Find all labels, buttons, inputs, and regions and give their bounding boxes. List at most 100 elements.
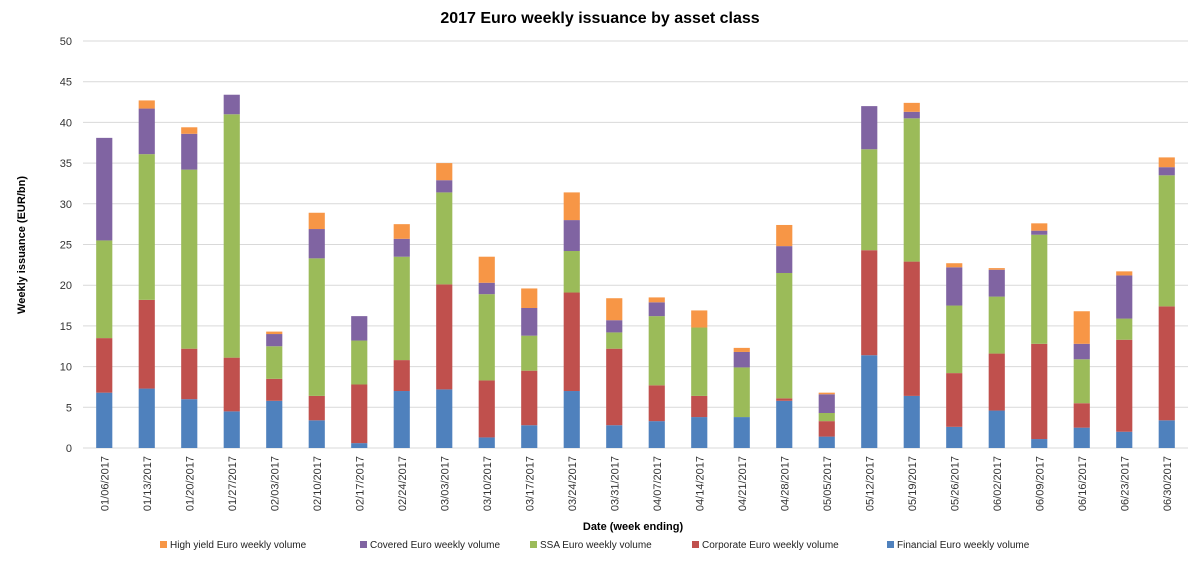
bar-segment xyxy=(1158,167,1175,176)
bar-segment xyxy=(1031,230,1048,235)
bar-segment xyxy=(436,180,453,193)
bar-segment xyxy=(1158,175,1175,307)
x-axis-title: Date (week ending) xyxy=(583,521,684,533)
bar-segment xyxy=(946,373,963,427)
x-axis-ticks: 01/06/2017 01/13/2017 01/20/2017 01/27/2017… xyxy=(99,456,1174,511)
bar-segment xyxy=(308,212,325,230)
bar-segment xyxy=(818,436,835,448)
x-tick-label: 05/19/2017 xyxy=(907,456,919,511)
bar-segment xyxy=(691,417,708,448)
bar-segment xyxy=(606,320,623,333)
y-tick-label: 20 xyxy=(60,280,72,292)
x-tick-label: 04/14/2017 xyxy=(694,456,706,511)
bar-segment xyxy=(1031,439,1048,448)
x-tick-label: 06/02/2017 xyxy=(992,456,1004,511)
bar-segment xyxy=(691,310,708,328)
bar-segment xyxy=(181,399,198,448)
bar-segment xyxy=(691,395,708,418)
bar-segment xyxy=(563,220,580,252)
bar-segment xyxy=(223,411,240,448)
bar-segment xyxy=(478,256,495,283)
bar-segment xyxy=(393,224,410,239)
bar-segment xyxy=(1073,403,1090,428)
bar-segment xyxy=(818,421,835,437)
x-tick-label: 03/17/2017 xyxy=(524,456,536,511)
bar-segment xyxy=(436,163,453,181)
x-tick-label: 02/10/2017 xyxy=(312,456,324,511)
bar-segment xyxy=(351,340,368,385)
bar-segment xyxy=(1116,318,1133,340)
bar-segment xyxy=(818,412,835,422)
bar-segment xyxy=(648,316,665,386)
y-tick-label: 10 xyxy=(60,362,72,374)
bar-segment xyxy=(138,299,155,389)
bar-segment xyxy=(606,425,623,448)
y-tick-label: 25 xyxy=(60,240,72,252)
bar-segment xyxy=(223,114,240,358)
bar-segment xyxy=(138,388,155,448)
bar-segment xyxy=(903,111,920,119)
x-tick-label: 06/30/2017 xyxy=(1162,456,1174,511)
x-tick-label: 03/10/2017 xyxy=(482,456,494,511)
bar-segment xyxy=(1158,420,1175,448)
bar-segment xyxy=(478,294,495,381)
bar-segment xyxy=(96,338,113,393)
legend-swatch xyxy=(360,541,367,548)
bar-segment xyxy=(818,394,835,413)
legend-swatch xyxy=(887,541,894,548)
legend-label: Financial Euro weekly volume xyxy=(897,540,1030,551)
bar-segment xyxy=(903,118,920,262)
x-tick-label: 01/27/2017 xyxy=(227,456,239,511)
y-tick-label: 30 xyxy=(60,199,72,211)
bar-segment xyxy=(648,297,665,303)
bar-segment xyxy=(308,420,325,448)
legend-swatch xyxy=(692,541,699,548)
y-tick-label: 45 xyxy=(60,77,72,89)
bar-segment xyxy=(818,392,835,395)
bar-segment xyxy=(266,346,283,379)
bar-segment xyxy=(648,385,665,422)
x-tick-label: 01/20/2017 xyxy=(184,456,196,511)
bar-segment xyxy=(138,100,155,109)
bar-segment xyxy=(266,378,283,401)
bar-segment xyxy=(96,392,113,448)
bar-segment xyxy=(1116,275,1133,319)
y-tick-label: 50 xyxy=(60,36,72,48)
bar-segment xyxy=(776,400,793,448)
bar-segment xyxy=(393,360,410,392)
chart-title: 2017 Euro weekly issuance by asset class xyxy=(440,10,759,27)
x-tick-label: 01/13/2017 xyxy=(142,456,154,511)
bar-segment xyxy=(393,391,410,448)
bar-segment xyxy=(606,298,623,321)
bar-segment xyxy=(733,367,750,418)
bar-segment xyxy=(1073,427,1090,448)
y-tick-label: 5 xyxy=(66,402,72,414)
x-tick-label: 05/05/2017 xyxy=(822,456,834,511)
bar-segment xyxy=(861,149,878,251)
bar-segment xyxy=(1158,157,1175,168)
bar-segment xyxy=(266,331,283,335)
bar-segment xyxy=(308,395,325,421)
bar-segment xyxy=(988,296,1005,354)
bar-segment xyxy=(308,258,325,396)
bar-segment xyxy=(733,347,750,352)
bar-segment xyxy=(436,389,453,448)
bar-segment xyxy=(648,302,665,317)
x-tick-label: 06/09/2017 xyxy=(1034,456,1046,511)
bar-segment xyxy=(861,106,878,150)
x-tick-label: 02/17/2017 xyxy=(354,456,366,511)
x-tick-label: 03/24/2017 xyxy=(567,456,579,511)
bar-segment xyxy=(1031,343,1048,440)
y-axis-title: Weekly issuance (EUR/bn) xyxy=(16,176,28,314)
x-tick-label: 06/23/2017 xyxy=(1119,456,1131,511)
bar-segment xyxy=(96,240,113,339)
bar-segment xyxy=(308,229,325,259)
bar-segment xyxy=(138,154,155,300)
bar-segment xyxy=(138,108,155,155)
bar-segment xyxy=(606,348,623,426)
bar-segment xyxy=(521,425,538,448)
bar-segment xyxy=(861,250,878,356)
bar-segment xyxy=(521,288,538,308)
